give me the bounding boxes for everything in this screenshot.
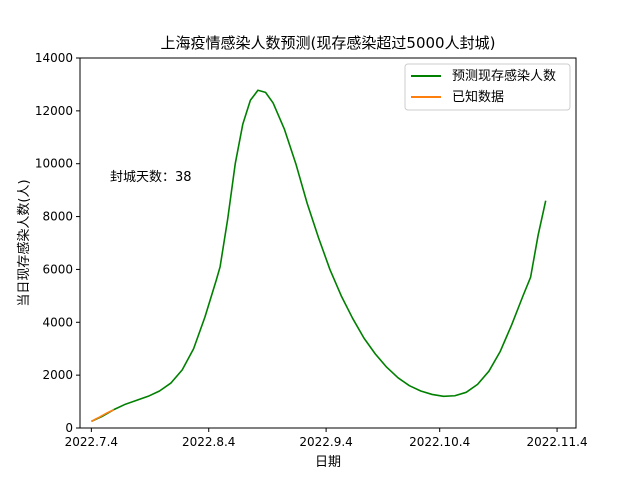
legend-label-predicted: 预测现存感染人数 (452, 68, 556, 84)
y-tick-label-7: 14000 (35, 51, 73, 65)
x-tick-label-4: 2022.11.4 (527, 435, 588, 449)
y-axis-title: 当日现存感染人数(人) (16, 179, 32, 306)
annotation-lockdown-days: 封城天数：38 (110, 170, 192, 185)
legend-box (404, 63, 571, 111)
legend-label-known: 已知数据 (452, 89, 504, 105)
legend: 预测现存感染人数 已知数据 (404, 63, 571, 111)
x-tick-label-1: 2022.8.4 (182, 435, 235, 449)
y-tick-label-3: 6000 (42, 262, 73, 276)
series-line-0 (91, 89, 547, 423)
plot-frame (79, 57, 577, 429)
x-axis-title: 日期 (315, 455, 341, 470)
chart-title: 上海疫情感染人数预测(现存感染超过5000人封城) (161, 34, 496, 52)
series-line-1 (90, 409, 115, 423)
y-tick-label-1: 2000 (42, 368, 73, 382)
x-tick-label-2: 2022.9.4 (299, 435, 352, 449)
x-tick-label-3: 2022.10.4 (409, 435, 470, 449)
y-tick-label-4: 8000 (42, 210, 73, 224)
y-tick-label-6: 12000 (35, 104, 73, 118)
y-axis-ticks: 0 2000 4000 6000 8000 10000 12000 14000 (35, 51, 80, 435)
y-tick-label-2: 4000 (42, 315, 73, 329)
x-tick-label-0: 2022.7.4 (65, 435, 118, 449)
x-axis-ticks: 2022.7.4 2022.8.4 2022.9.4 2022.10.4 2022.11… (65, 428, 588, 449)
series-layer (90, 89, 547, 423)
plot-area: 2022.7.4 2022.8.4 2022.9.4 2022.10.4 2022.11… (35, 51, 588, 449)
y-tick-label-0: 0 (65, 421, 73, 435)
y-tick-label-5: 10000 (35, 157, 73, 171)
